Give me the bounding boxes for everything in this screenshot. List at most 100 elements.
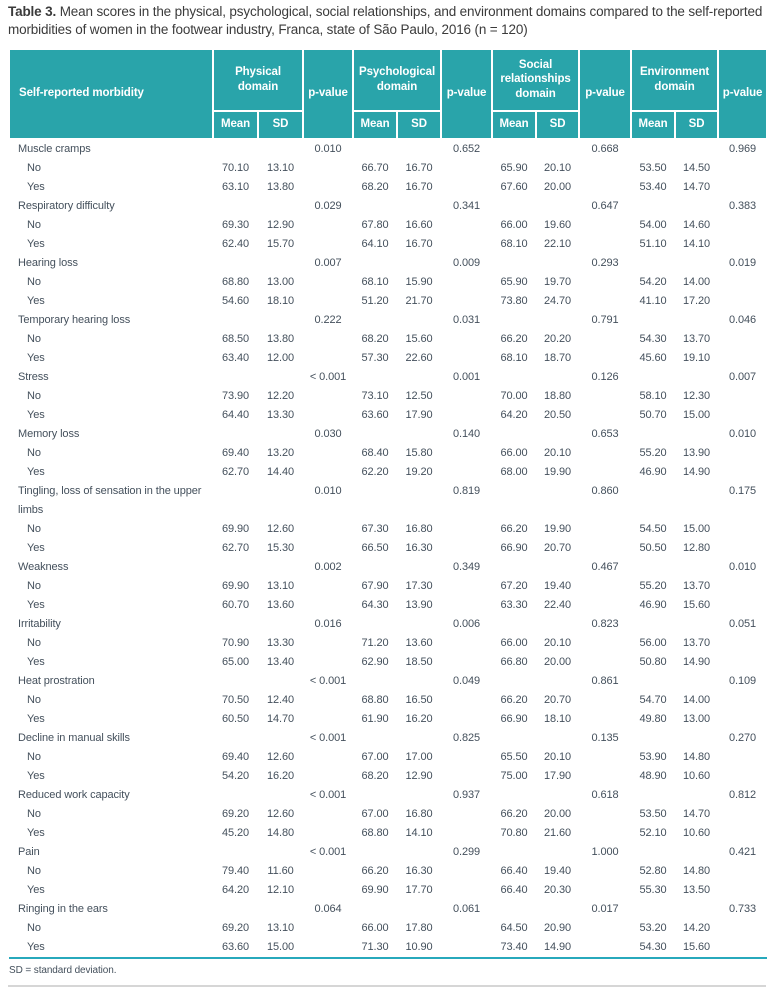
p-value-empty <box>441 292 492 311</box>
sd-cell-empty <box>675 786 718 805</box>
sd-value: 13.20 <box>266 446 295 459</box>
mean-cell-empty <box>631 311 675 330</box>
sd-cell-empty <box>258 482 303 520</box>
sd-cell-empty <box>397 843 441 862</box>
sd-value: 16.20 <box>405 712 433 725</box>
mean-cell-empty <box>631 729 675 748</box>
morbidity-row: Respiratory difficulty 0.029 0.341 0.647 0.3… <box>9 197 767 216</box>
col-header-environment-mean: Mean <box>630 109 677 140</box>
sd-cell-empty <box>397 672 441 691</box>
sd-cell-empty <box>258 368 303 387</box>
p-value-empty <box>579 862 631 881</box>
sd-value: 10.60 <box>683 769 711 782</box>
mean-value: 52.80 <box>639 864 667 877</box>
mean-value: 69.40 <box>221 446 250 459</box>
sd-value: 14.20 <box>683 921 711 934</box>
mean-value: 65.00 <box>221 655 250 668</box>
sd-cell-empty <box>675 482 718 520</box>
p-value-cell: 0.175 <box>729 484 757 497</box>
mean-cell-empty <box>631 843 675 862</box>
p-value-empty <box>303 406 353 425</box>
sd-cell-empty <box>536 672 579 691</box>
sd-value: 15.00 <box>683 408 711 421</box>
yes-row: Yes 62.70 15.30 66.50 16.30 66.90 20.70 50.50 12… <box>9 539 767 558</box>
sd-value: 19.10 <box>683 351 711 364</box>
col-header-physical-sd: SD <box>256 109 305 140</box>
sd-value: 12.90 <box>405 769 433 782</box>
sd-cell-empty <box>258 558 303 577</box>
p-value-cell: 0.030 <box>314 427 342 440</box>
p-value-empty <box>441 387 492 406</box>
mean-cell-empty <box>492 425 536 444</box>
morbidity-row: Ringing in the ears 0.064 0.061 0.017 0.733 <box>9 900 767 919</box>
mean-value: 66.00 <box>500 446 528 459</box>
p-value-empty <box>441 577 492 596</box>
sd-cell-empty <box>397 368 441 387</box>
mean-value: 48.90 <box>639 769 667 782</box>
sd-value: 15.70 <box>266 237 295 250</box>
sd-cell-empty <box>675 843 718 862</box>
p-value-empty <box>303 349 353 368</box>
answer-label: No <box>27 750 41 763</box>
mean-value: 66.20 <box>500 332 528 345</box>
p-value-cell: 0.618 <box>591 788 619 801</box>
sd-value: 13.40 <box>266 655 295 668</box>
mean-cell-empty <box>492 197 536 216</box>
sd-cell-empty <box>397 786 441 805</box>
mean-cell-empty <box>492 843 536 862</box>
mean-value: 64.20 <box>500 408 528 421</box>
p-value-cell: 0.341 <box>453 199 481 212</box>
mean-value: 46.90 <box>639 465 667 478</box>
mean-value: 67.00 <box>361 750 389 763</box>
sd-cell-empty <box>536 558 579 577</box>
morbidity-name: Hearing loss <box>18 256 78 269</box>
p-value-empty <box>441 273 492 292</box>
mean-value: 70.50 <box>221 693 250 706</box>
col-header-social-sd: SD <box>535 109 581 140</box>
mean-cell-empty <box>631 786 675 805</box>
mean-cell-empty <box>213 368 258 387</box>
mean-value: 66.20 <box>500 522 528 535</box>
p-value-empty <box>718 691 767 710</box>
sd-cell-empty <box>258 900 303 919</box>
mean-cell-empty <box>213 900 258 919</box>
morbidity-name: Weakness <box>18 560 69 573</box>
sd-cell-empty <box>675 311 718 330</box>
p-value-empty <box>303 805 353 824</box>
p-value-empty <box>579 653 631 672</box>
mean-value: 54.20 <box>639 275 667 288</box>
mean-value: 69.40 <box>221 750 250 763</box>
mean-value: 66.80 <box>500 655 528 668</box>
sd-value: 13.90 <box>683 446 711 459</box>
sd-value: 13.60 <box>266 598 295 611</box>
mean-cell-empty <box>492 786 536 805</box>
mean-value: 71.20 <box>361 636 389 649</box>
sd-value: 12.80 <box>683 541 711 554</box>
sd-value: 17.90 <box>405 408 433 421</box>
p-value-empty <box>579 406 631 425</box>
morbidity-name: Respiratory difficulty <box>18 199 115 212</box>
sd-cell-empty <box>258 197 303 216</box>
p-value-empty <box>441 330 492 349</box>
mean-value: 63.60 <box>221 940 250 953</box>
mean-value: 68.20 <box>361 332 389 345</box>
p-value-empty <box>579 805 631 824</box>
p-value-cell: 0.061 <box>453 902 481 915</box>
sd-value: 20.50 <box>544 408 572 421</box>
mean-value: 66.00 <box>500 636 528 649</box>
sd-value: 14.80 <box>683 750 711 763</box>
sd-cell-empty <box>258 615 303 634</box>
sd-value: 19.70 <box>544 275 572 288</box>
mean-cell-empty <box>353 254 397 273</box>
mean-cell-empty <box>492 254 536 273</box>
sd-value: 16.70 <box>405 180 433 193</box>
p-value-empty <box>441 406 492 425</box>
sd-cell-empty <box>675 672 718 691</box>
sd-value: 19.90 <box>544 465 572 478</box>
mean-cell-empty <box>213 558 258 577</box>
sd-value: 20.70 <box>544 541 572 554</box>
sd-cell-empty <box>536 197 579 216</box>
sd-value: 14.50 <box>683 161 711 174</box>
p-value-empty <box>441 919 492 938</box>
